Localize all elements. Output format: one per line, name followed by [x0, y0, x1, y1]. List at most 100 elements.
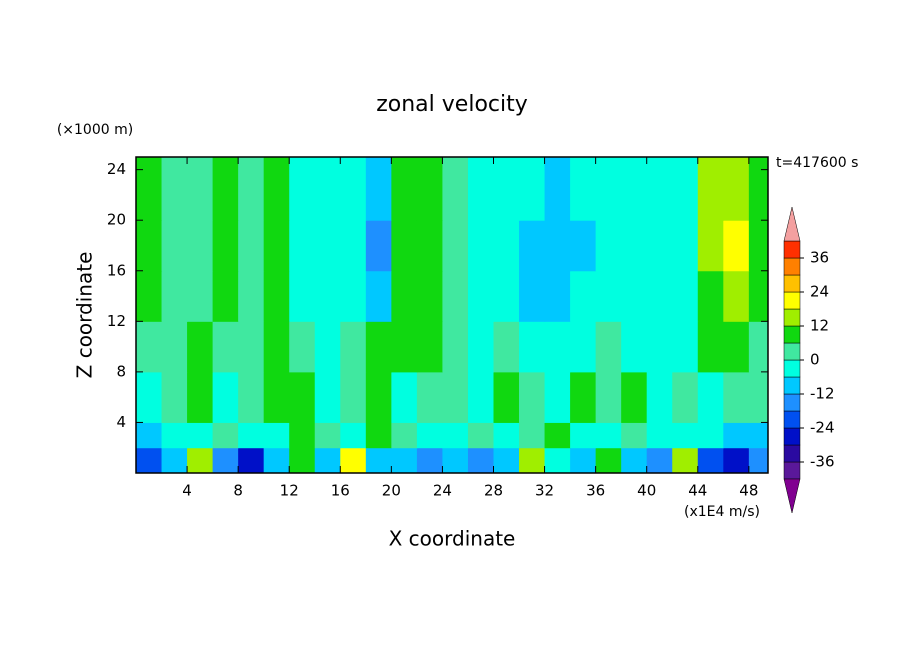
field-cell	[519, 371, 546, 423]
field-cell	[595, 371, 622, 423]
field-cell	[136, 422, 163, 449]
field-cell	[723, 371, 750, 423]
field-cell	[467, 270, 494, 322]
axes: 4 8 12 16 20 24 28 32 36 40 44 484812162024-36-24-1…	[107, 156, 835, 514]
field-cell	[289, 447, 316, 474]
field-cell	[136, 321, 163, 373]
field-cell	[672, 447, 699, 474]
field-cell	[442, 270, 469, 322]
field-cell	[442, 321, 469, 373]
field-cell	[416, 371, 443, 423]
field-cell	[621, 371, 648, 423]
field-cell	[442, 220, 469, 272]
colorbar-tick-label: 0	[810, 351, 820, 369]
field-cell	[646, 447, 673, 474]
field-cell	[519, 422, 546, 449]
colorbar-box	[783, 393, 801, 412]
field-cell	[391, 157, 418, 221]
field-cell	[646, 157, 673, 221]
colorbar-box	[783, 410, 801, 429]
colorbar-tick-label: -12	[810, 385, 835, 403]
field-cell	[570, 422, 597, 449]
x-tick-label: 4	[182, 482, 192, 500]
field-cell	[212, 422, 239, 449]
colorbar-box	[783, 274, 801, 293]
field-cell	[544, 447, 571, 474]
field-cell	[340, 447, 367, 474]
field-cell	[646, 371, 673, 423]
plot-frame	[135, 156, 769, 474]
x-tick-label: 24	[433, 482, 452, 500]
field-cell	[544, 157, 571, 221]
y-tick-label: 20	[107, 211, 126, 229]
field-cell	[519, 270, 546, 322]
field-cell	[314, 270, 341, 322]
chart-title: zonal velocity	[376, 92, 528, 117]
field-cell	[238, 270, 265, 322]
field-cell	[161, 220, 188, 272]
field-cell	[467, 220, 494, 272]
field-cell	[570, 270, 597, 322]
field-cell	[621, 220, 648, 272]
field-cell	[263, 220, 290, 272]
field-cell	[748, 270, 769, 322]
field-cell	[595, 447, 622, 474]
field-cell	[697, 157, 724, 221]
field-cell	[416, 321, 443, 373]
field-cell	[570, 220, 597, 272]
field-cell	[723, 270, 750, 322]
field-cell	[263, 321, 290, 373]
field-cell	[391, 422, 418, 449]
field-cell	[136, 270, 163, 322]
x-tick-label: 44	[688, 482, 707, 500]
colorbar-tick-label: 36	[810, 249, 829, 267]
field-cell	[493, 447, 520, 474]
field-cell	[595, 321, 622, 373]
field-cell	[442, 422, 469, 449]
field-cell	[672, 270, 699, 322]
field-cell	[340, 321, 367, 373]
field-cell	[621, 321, 648, 373]
field-cell	[365, 321, 392, 373]
field-cell	[187, 270, 214, 322]
x-tick-label: 8	[233, 482, 243, 500]
field-cell	[136, 447, 163, 474]
field-cell	[467, 371, 494, 423]
x-tick-label: 32	[535, 482, 554, 500]
field-cell	[238, 220, 265, 272]
field-cell	[314, 371, 341, 423]
colorbar-under	[783, 478, 801, 514]
field-cell	[595, 270, 622, 322]
field-cell	[416, 220, 443, 272]
field-cell	[748, 220, 769, 272]
field-cell	[161, 321, 188, 373]
field-cell	[289, 220, 316, 272]
field-cell	[365, 422, 392, 449]
y-axis-label: Z coordinate	[73, 252, 97, 379]
field-cell	[672, 220, 699, 272]
field-cell	[595, 157, 622, 221]
colorbar-box	[783, 308, 801, 327]
field-cell	[697, 270, 724, 322]
field-cell	[697, 447, 724, 474]
field-cell	[646, 321, 673, 373]
time-label: t=417600 s	[776, 155, 858, 171]
x-tick-label: 36	[586, 482, 605, 500]
field-cell	[544, 422, 571, 449]
field-cell	[238, 371, 265, 423]
x-tick-label: 28	[484, 482, 503, 500]
field-cell	[621, 270, 648, 322]
x-tick-label: 16	[331, 482, 350, 500]
field-cell	[748, 321, 769, 373]
field-cell	[391, 270, 418, 322]
colorbar-tick-label: 24	[810, 283, 829, 301]
field-cell	[136, 157, 163, 221]
field-cell	[161, 422, 188, 449]
field-cell	[391, 371, 418, 423]
field-cell	[187, 157, 214, 221]
colorbar-box	[783, 240, 801, 259]
field-cell	[544, 321, 571, 373]
field-cell	[416, 270, 443, 322]
field-cell	[493, 220, 520, 272]
